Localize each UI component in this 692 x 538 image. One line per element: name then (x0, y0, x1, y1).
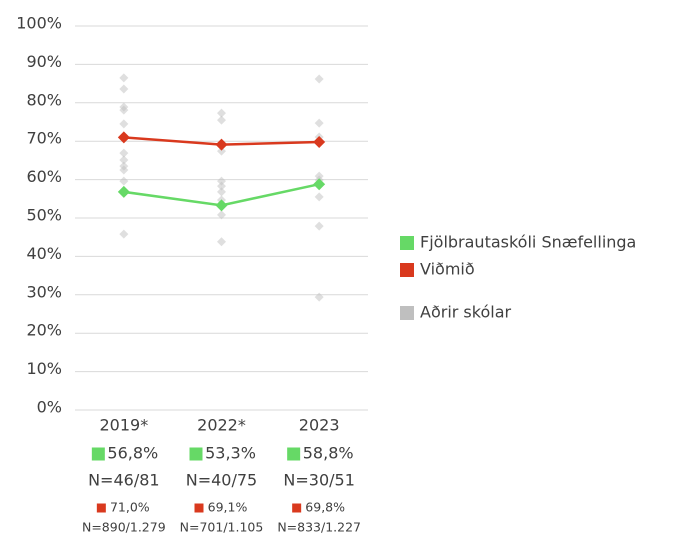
y-tick-label: 10% (26, 359, 62, 378)
series-point (117, 131, 130, 144)
other-school-point (119, 148, 129, 158)
label-swatch (96, 503, 106, 513)
legend-swatch (400, 236, 414, 250)
value-label: 53,3% (205, 444, 256, 463)
value-label: 71,0% (110, 500, 150, 515)
other-school-point (217, 187, 226, 197)
other-school-point (119, 105, 129, 115)
n-label: N=40/75 (186, 471, 257, 490)
series-point (313, 178, 326, 191)
other-school-point (217, 108, 226, 118)
n-label: N=890/1.279 (82, 520, 166, 535)
y-tick-label: 80% (26, 90, 62, 109)
y-tick-label: 30% (26, 282, 62, 301)
other-school-point (217, 146, 226, 156)
other-school-point (217, 237, 226, 247)
legend-label: Aðrir skólar (420, 303, 511, 322)
label-swatch (292, 503, 302, 513)
n-label: N=46/81 (88, 471, 159, 490)
legend-swatch (400, 306, 414, 320)
other-school-point (119, 84, 129, 94)
other-school-point (314, 118, 324, 128)
value-label: 69,1% (208, 500, 248, 515)
n-label: N=701/1.105 (180, 520, 264, 535)
value-label: 58,8% (303, 444, 354, 463)
other-school-point (217, 115, 226, 125)
other-school-point (119, 229, 129, 239)
other-school-point (217, 210, 226, 220)
value-label: 56,8% (107, 444, 158, 463)
other-school-point (217, 181, 226, 191)
other-school-point (314, 192, 324, 202)
series-point (215, 138, 228, 151)
legend-swatch (400, 263, 414, 277)
label-swatch (91, 447, 105, 461)
y-tick-label: 40% (26, 244, 62, 263)
other-school-point (314, 74, 324, 84)
y-tick-label: 50% (26, 206, 62, 225)
other-school-point (119, 176, 129, 186)
x-tick-label: 2023 (299, 416, 340, 435)
other-school-point (119, 155, 129, 165)
n-label: N=30/51 (283, 471, 354, 490)
other-school-point (119, 165, 129, 175)
y-tick-label: 20% (26, 321, 62, 340)
y-tick-label: 100% (16, 14, 62, 33)
label-swatch (194, 503, 204, 513)
other-school-point (119, 73, 129, 83)
n-label: N=833/1.227 (277, 520, 361, 535)
other-school-point (314, 292, 324, 302)
series-point (117, 185, 130, 198)
y-tick-label: 60% (26, 167, 62, 186)
y-tick-label: 90% (26, 52, 62, 71)
value-label: 69,8% (305, 500, 345, 515)
other-school-point (314, 221, 324, 231)
other-school-point (119, 119, 129, 129)
x-tick-label: 2022* (197, 416, 246, 435)
x-tick-label: 2019* (99, 416, 148, 435)
y-tick-label: 70% (26, 129, 62, 148)
legend-label: Fjölbrautaskóli Snæfellinga (420, 233, 636, 252)
y-tick-label: 0% (37, 398, 62, 417)
label-swatch (287, 447, 301, 461)
legend-label: Viðmið (420, 260, 475, 279)
other-school-point (217, 176, 226, 186)
label-swatch (189, 447, 203, 461)
series-point (313, 135, 326, 148)
series-point (215, 199, 228, 212)
